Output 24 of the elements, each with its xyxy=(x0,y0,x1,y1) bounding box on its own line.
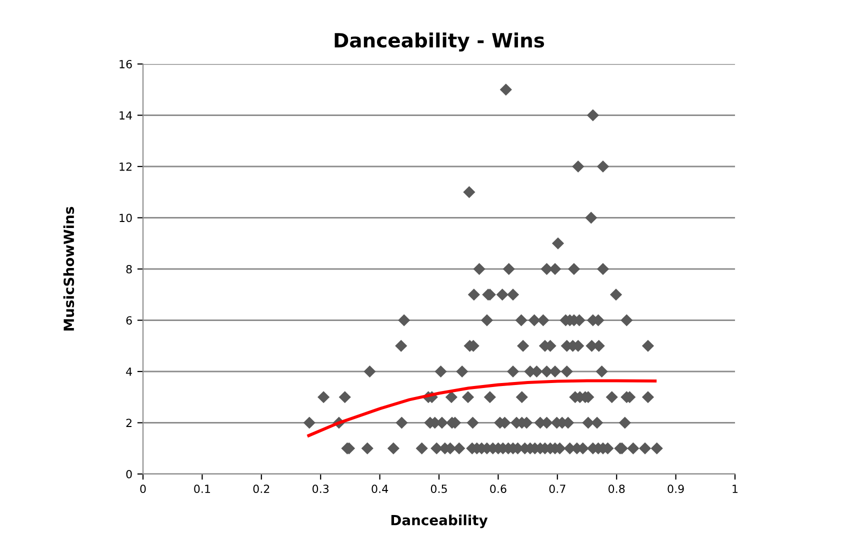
x-tick-label: 0.3 xyxy=(312,484,329,494)
chart-title: Danceability - Wins xyxy=(334,32,544,52)
x-tick-label: 0.9 xyxy=(668,484,684,494)
y-tick-label: 8 xyxy=(126,264,132,274)
x-tick-label: 0.5 xyxy=(430,484,447,494)
line-series xyxy=(307,379,657,438)
x-tick-label: 0.2 xyxy=(253,484,270,494)
x-tick-label: 0.6 xyxy=(490,484,506,494)
y-tick-label: 14 xyxy=(120,111,132,120)
x-tick-label: 0.1 xyxy=(194,484,210,494)
x-tick-label: 0.7 xyxy=(549,484,566,494)
x-axis-title: Danceability xyxy=(391,514,488,528)
y-tick-label: 12 xyxy=(120,162,132,171)
y-tick-label: 16 xyxy=(120,60,132,68)
y-tick-label: 4 xyxy=(126,368,132,376)
x-tick-label: 0 xyxy=(140,484,146,494)
x-tick-label: 0.8 xyxy=(608,484,625,494)
x-tick-label: 1 xyxy=(732,484,738,493)
x-tick-label: 0.4 xyxy=(372,484,388,494)
y-tick-label: 6 xyxy=(126,316,132,325)
y-tick-label: 2 xyxy=(126,418,132,427)
y-tick-label: 10 xyxy=(120,214,132,222)
y-tick-label: 0 xyxy=(126,470,132,478)
y-axis-title: MusicShowWins xyxy=(63,206,74,330)
